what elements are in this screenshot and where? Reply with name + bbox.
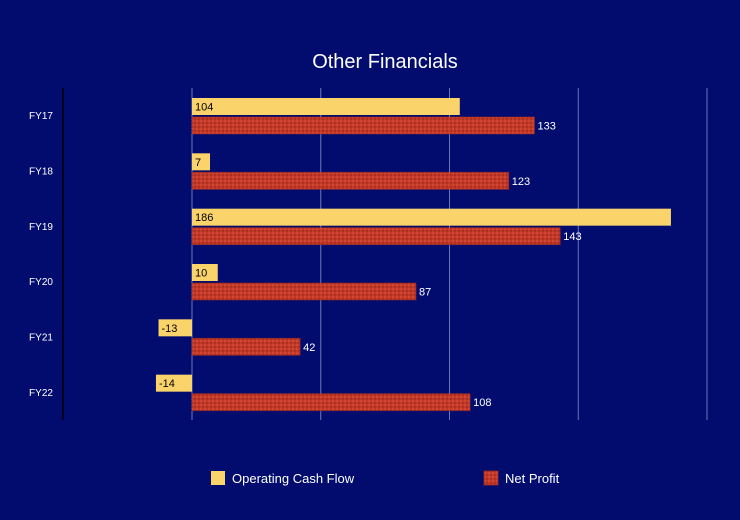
data-label-net-profit: 143 [563,231,581,243]
bar-net-profit [191,227,561,246]
legend-swatch-operating-cash-flow [211,471,225,485]
bar-net-profit [191,282,417,301]
y-tick-label: FY18 [29,167,53,178]
legend: Operating Cash Flow Net Profit [211,470,560,486]
y-tick-label: FY17 [29,111,53,122]
legend-label-net-profit: Net Profit [505,471,560,486]
data-label-operating-cash-flow: 7 [195,157,201,169]
data-label-net-profit: 42 [303,342,315,354]
bar-operating-cash-flow [192,98,460,115]
y-tick-label: FY21 [29,333,53,344]
bar-operating-cash-flow [192,153,211,171]
legend-label-operating-cash-flow: Operating Cash Flow [232,471,355,486]
bar-operating-cash-flow [192,208,671,226]
data-label-net-profit: 133 [537,121,555,133]
data-label-operating-cash-flow: -13 [162,323,178,335]
data-label-operating-cash-flow: -14 [159,378,175,390]
data-label-net-profit: 87 [419,287,431,299]
data-label-operating-cash-flow: 104 [195,102,213,114]
y-tick-label: FY22 [29,388,53,399]
data-label-operating-cash-flow: 186 [195,212,213,224]
bar-operating-cash-flow [192,264,218,281]
y-tick-labels: FY17 FY18 FY19 FY20 FY21 FY22 [29,111,53,399]
bar-net-profit [191,116,535,135]
bar-operating-cash-flow [158,319,192,337]
bar-net-profit [191,171,510,190]
chart-title: Other Financials [312,51,458,73]
bar-net-profit [191,337,301,356]
legend-swatch-net-profit [483,470,499,486]
data-label-net-profit: 123 [512,176,530,188]
bar-operating-cash-flow [155,374,192,392]
data-label-operating-cash-flow: 10 [195,268,207,280]
gridlines [191,88,708,420]
data-label-net-profit: 108 [473,397,491,409]
y-tick-label: FY20 [29,277,53,288]
y-tick-label: FY19 [29,222,53,233]
data-labels: 104 133 7 123 186 143 10 87 -13 42 -14 108 [159,102,582,410]
bars [155,98,671,412]
bar-net-profit [191,393,471,412]
